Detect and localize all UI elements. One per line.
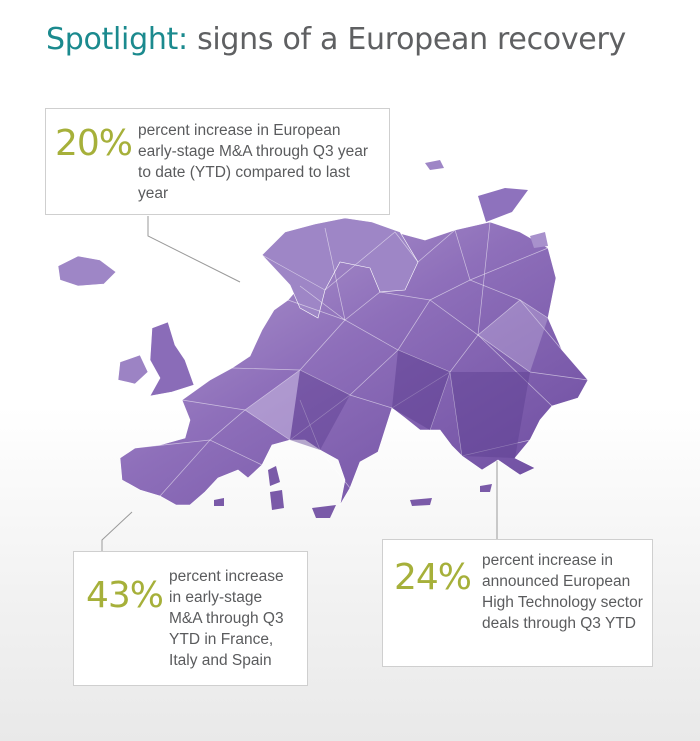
sardinia: [270, 490, 284, 510]
arctic-island-2: [478, 188, 528, 222]
sicily: [312, 505, 336, 518]
scandinavia: [261, 217, 419, 319]
callout-percent: 20%: [55, 123, 133, 164]
arctic-island-1: [425, 160, 444, 170]
ireland: [117, 354, 149, 385]
facet-dark-3: [450, 372, 530, 458]
callout-text: percent increase in announced European H…: [482, 552, 643, 632]
great-britain: [149, 321, 195, 397]
leader-line-2: [101, 511, 133, 551]
facet-dark-1: [392, 350, 450, 430]
facet-light-1: [245, 370, 300, 440]
cyprus: [480, 484, 492, 492]
callout-high-tech: 24% percent increase in announced Europe…: [382, 539, 653, 667]
crete: [410, 498, 432, 506]
callout-european-ma: 20% percent increase in European early-s…: [45, 108, 390, 215]
title-rest: signs of a European recovery: [197, 22, 626, 57]
arctic-island-3: [530, 232, 548, 248]
corsica: [268, 466, 280, 486]
leader-line-1: [147, 216, 241, 283]
facet-light-2: [478, 300, 548, 372]
callout-text: percent increase in European early-stage…: [138, 122, 369, 202]
callout-percent: 43%: [86, 575, 164, 616]
title-accent: Spotlight:: [46, 22, 188, 57]
facet-dark-2: [290, 370, 350, 450]
callout-percent: 24%: [394, 557, 472, 598]
callout-text: percent increase in early-stage M&A thro…: [169, 568, 284, 669]
page-title: Spotlight: signs of a European recovery: [46, 22, 626, 57]
callout-france-italy-spain: 43% percent increase in early-stage M&A …: [73, 551, 308, 686]
iceland: [57, 255, 117, 287]
balearic: [214, 498, 224, 506]
